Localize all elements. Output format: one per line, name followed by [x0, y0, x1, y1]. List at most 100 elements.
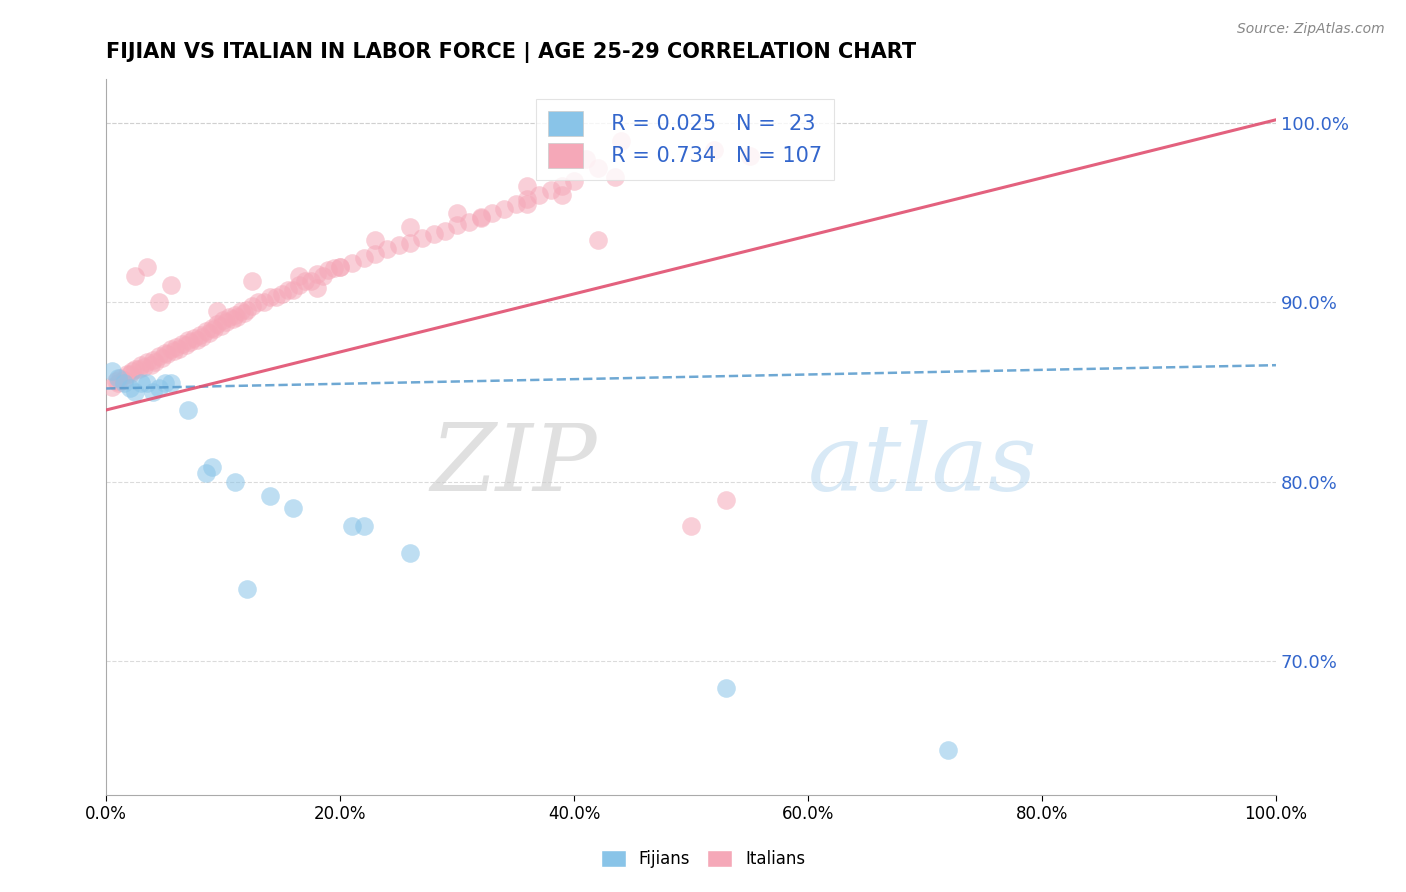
Point — [132, 359, 155, 374]
Point — [399, 546, 422, 560]
Point — [318, 263, 340, 277]
Point — [235, 302, 257, 317]
Point — [159, 376, 181, 390]
Point — [156, 347, 179, 361]
Point — [153, 376, 176, 390]
Point — [121, 363, 143, 377]
Point — [139, 358, 162, 372]
Point — [112, 376, 135, 390]
Point — [353, 251, 375, 265]
Point — [128, 361, 150, 376]
Point — [104, 374, 127, 388]
Point — [179, 334, 201, 349]
Point — [165, 340, 187, 354]
Point — [159, 277, 181, 292]
Point — [117, 367, 139, 381]
Point — [288, 277, 311, 292]
Point — [470, 211, 492, 226]
Point — [492, 202, 515, 217]
Point — [481, 206, 503, 220]
Point — [329, 260, 352, 274]
Point — [177, 403, 200, 417]
Point — [107, 376, 129, 390]
Point — [264, 290, 287, 304]
Point — [277, 283, 299, 297]
Point — [142, 352, 165, 367]
Point — [434, 224, 457, 238]
Point — [247, 295, 270, 310]
Point — [110, 370, 132, 384]
Point — [118, 382, 141, 396]
Point — [388, 238, 411, 252]
Point — [150, 351, 173, 365]
Point — [603, 170, 626, 185]
Point — [446, 206, 468, 220]
Point — [101, 363, 124, 377]
Point — [174, 338, 197, 352]
Point — [305, 267, 328, 281]
Point — [399, 236, 422, 251]
Point — [136, 376, 159, 390]
Legend:   R = 0.025   N =  23,   R = 0.734   N = 107: R = 0.025 N = 23, R = 0.734 N = 107 — [536, 99, 834, 180]
Point — [148, 349, 170, 363]
Point — [527, 188, 550, 202]
Point — [714, 681, 737, 695]
Point — [235, 582, 257, 596]
Point — [516, 197, 538, 211]
Point — [714, 492, 737, 507]
Text: Source: ZipAtlas.com: Source: ZipAtlas.com — [1237, 22, 1385, 37]
Point — [212, 313, 235, 327]
Point — [270, 286, 292, 301]
Point — [305, 281, 328, 295]
Point — [112, 372, 135, 386]
Point — [207, 317, 229, 331]
Point — [224, 475, 246, 489]
Point — [142, 385, 165, 400]
Point — [423, 227, 446, 242]
Point — [470, 210, 492, 224]
Point — [311, 268, 333, 283]
Point — [938, 743, 960, 757]
Point — [242, 274, 264, 288]
Point — [136, 354, 159, 368]
Point — [353, 519, 375, 533]
Point — [259, 489, 281, 503]
Point — [183, 331, 205, 345]
Point — [288, 268, 311, 283]
Point — [118, 367, 141, 381]
Point — [198, 326, 221, 340]
Point — [399, 220, 422, 235]
Point — [242, 299, 264, 313]
Point — [505, 197, 527, 211]
Point — [221, 311, 243, 326]
Point — [364, 247, 387, 261]
Point — [131, 376, 153, 390]
Point — [259, 290, 281, 304]
Point — [202, 322, 225, 336]
Point — [294, 274, 316, 288]
Point — [681, 519, 703, 533]
Point — [411, 231, 433, 245]
Point — [323, 261, 346, 276]
Point — [540, 183, 562, 197]
Point — [586, 161, 609, 176]
Legend: Fijians, Italians: Fijians, Italians — [593, 843, 813, 875]
Point — [562, 174, 585, 188]
Point — [136, 260, 159, 274]
Point — [229, 304, 252, 318]
Point — [124, 268, 146, 283]
Point — [163, 343, 186, 358]
Point — [209, 318, 232, 333]
Point — [340, 519, 363, 533]
Point — [516, 179, 538, 194]
Point — [194, 324, 217, 338]
Point — [107, 370, 129, 384]
Point — [200, 320, 222, 334]
Point — [253, 295, 276, 310]
Point — [148, 295, 170, 310]
Point — [148, 382, 170, 396]
Point — [375, 242, 398, 256]
Point — [214, 315, 236, 329]
Point — [200, 460, 222, 475]
Point — [226, 310, 249, 324]
